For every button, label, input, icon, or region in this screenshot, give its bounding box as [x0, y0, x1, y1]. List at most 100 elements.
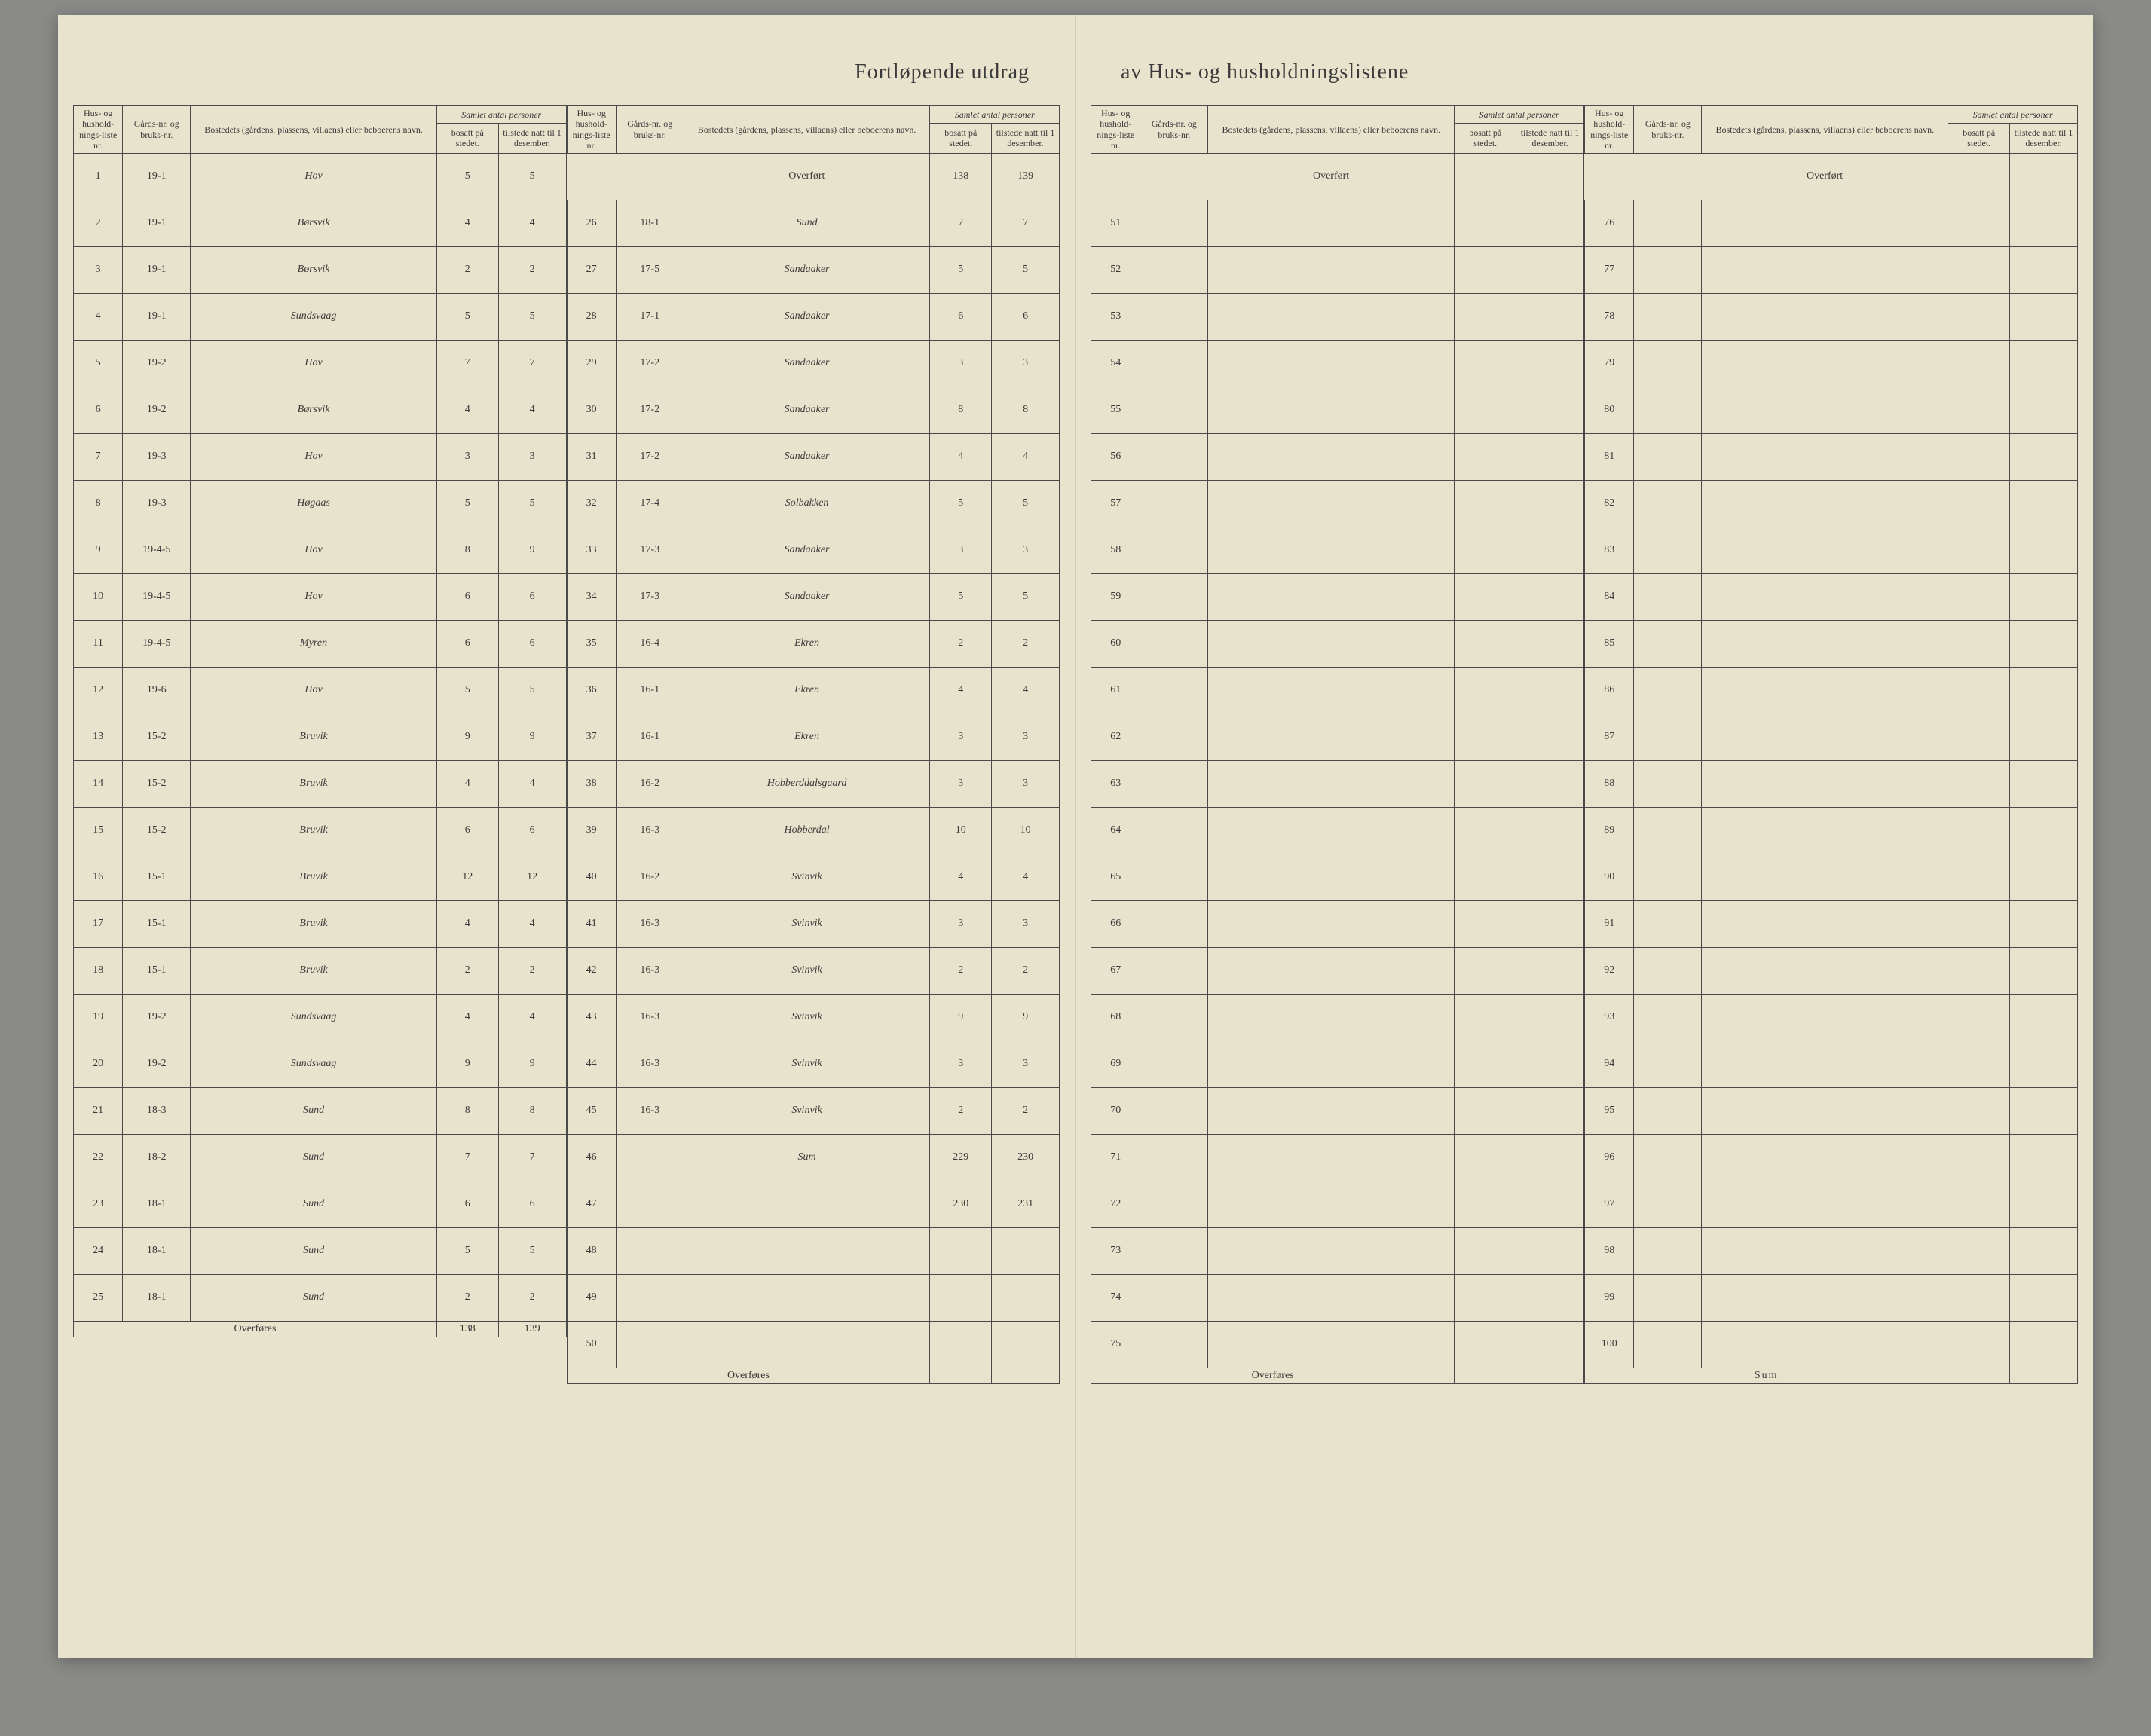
tilstede-count: 7 — [498, 1134, 566, 1181]
table-row: 87 — [1585, 714, 2078, 760]
tilstede-count — [1516, 387, 1584, 433]
bosatt-count: 6 — [436, 1181, 498, 1227]
row-number: 35 — [567, 620, 616, 667]
table-row: 3816-2Hobberddalsgaard33 — [567, 760, 1060, 807]
tilstede-count: 4 — [498, 760, 566, 807]
bosted-name — [1702, 433, 1948, 480]
bosatt-count — [1455, 900, 1516, 947]
bosted-name — [1208, 760, 1455, 807]
row-number: 49 — [567, 1274, 616, 1321]
table-row: 4516-3Svinvik22 — [567, 1087, 1060, 1134]
gard-bruk-nr — [1634, 480, 1702, 527]
bosatt-count: 9 — [930, 994, 992, 1041]
row-number: 39 — [567, 807, 616, 854]
bosatt-count — [1455, 527, 1516, 573]
table-row: 819-3Høgaas55 — [74, 480, 567, 527]
table-row: 3217-4Solbakken55 — [567, 480, 1060, 527]
tilstede-count: 4 — [992, 667, 1060, 714]
gard-bruk-nr: 17-2 — [616, 433, 684, 480]
table-row: 1515-2Bruvik66 — [74, 807, 567, 854]
gard-bruk-nr — [1634, 947, 1702, 994]
bosted-name — [684, 1227, 930, 1274]
gard-bruk-nr — [1634, 714, 1702, 760]
table-row: 95 — [1585, 1087, 2078, 1134]
tilstede-count — [2010, 1227, 2078, 1274]
gard-bruk-nr: 15-1 — [123, 900, 191, 947]
table-row: 2118-3Sund88 — [74, 1087, 567, 1134]
gard-bruk-nr — [1140, 854, 1208, 900]
tilstede-count — [2010, 293, 2078, 340]
gard-bruk-nr: 16-3 — [616, 1087, 684, 1134]
table-row: 51 — [1091, 200, 1584, 246]
bosatt-count: 7 — [930, 200, 992, 246]
tilstede-count — [1516, 480, 1584, 527]
tilstede-count — [2010, 1321, 2078, 1368]
row-number: 38 — [567, 760, 616, 807]
bosatt-count: 5 — [436, 480, 498, 527]
table-row: 58 — [1091, 527, 1584, 573]
row-number: 89 — [1585, 807, 1634, 854]
gard-bruk-nr: 17-5 — [616, 246, 684, 293]
tilstede-count — [1516, 947, 1584, 994]
row-number: 9 — [74, 527, 123, 573]
table-header: Hus- og hushold-nings-liste nr. Gårds-nr… — [1585, 106, 2078, 154]
row-number: 73 — [1091, 1227, 1140, 1274]
hdr-antall: Samlet antal personer — [930, 106, 1060, 124]
table-row: 62 — [1091, 714, 1584, 760]
gard-bruk-nr — [1140, 1087, 1208, 1134]
row-number: 88 — [1585, 760, 1634, 807]
bosted-name — [1208, 620, 1455, 667]
tilstede-count — [1516, 1321, 1584, 1368]
gard-bruk-nr — [1634, 760, 1702, 807]
row-number: 52 — [1091, 246, 1140, 293]
bosatt-count: 4 — [436, 760, 498, 807]
row-number: 12 — [74, 667, 123, 714]
bosatt-count — [1455, 1087, 1516, 1134]
row-number: 5 — [74, 340, 123, 387]
bosatt-count: 5 — [930, 573, 992, 620]
row-number: 36 — [567, 667, 616, 714]
tilstede-count: 3 — [992, 900, 1060, 947]
bosted-name: Bruvik — [191, 947, 437, 994]
bosatt-count — [1455, 760, 1516, 807]
table-row: 85 — [1585, 620, 2078, 667]
tilstede-count: 6 — [992, 293, 1060, 340]
tilstede-count: 5 — [498, 480, 566, 527]
tilstede-count — [1516, 200, 1584, 246]
row-number: 8 — [74, 480, 123, 527]
bosted-name — [1702, 994, 1948, 1041]
tilstede-count: 8 — [498, 1087, 566, 1134]
bosatt-count — [1948, 667, 2010, 714]
table-row: 75 — [1091, 1321, 1584, 1368]
table-row: 419-1Sundsvaag55 — [74, 293, 567, 340]
table-row: 2218-2Sund77 — [74, 1134, 567, 1181]
bosted-name: Bruvik — [191, 900, 437, 947]
bosatt-count: 7 — [436, 340, 498, 387]
bosatt-count: 8 — [436, 1087, 498, 1134]
bosatt-count: 4 — [436, 387, 498, 433]
overfort-label: Overført — [1208, 153, 1455, 200]
bosatt-count: 9 — [436, 1041, 498, 1087]
bosatt-count: 4 — [436, 900, 498, 947]
gard-bruk-nr — [616, 1181, 684, 1227]
bosatt-count — [1948, 1274, 2010, 1321]
row-number: 98 — [1585, 1227, 1634, 1274]
row-number: 16 — [74, 854, 123, 900]
tilstede-count — [2010, 387, 2078, 433]
table-row: 96 — [1585, 1134, 2078, 1181]
bosted-name: Hov — [191, 340, 437, 387]
table-row: 4116-3Svinvik33 — [567, 900, 1060, 947]
table-row: 2318-1Sund66 — [74, 1181, 567, 1227]
bosted-name: Svinvik — [684, 994, 930, 1041]
bosted-name: Myren — [191, 620, 437, 667]
tilstede-count — [992, 1321, 1060, 1368]
gard-bruk-nr: 15-1 — [123, 947, 191, 994]
table-row: 89 — [1585, 807, 2078, 854]
tilstede-count: 4 — [498, 387, 566, 433]
row-number: 92 — [1585, 947, 1634, 994]
bosted-name: Svinvik — [684, 947, 930, 994]
bosatt-count: 10 — [930, 807, 992, 854]
tilstede-count — [1516, 573, 1584, 620]
bosted-name: Sum — [684, 1134, 930, 1181]
bosatt-count: 5 — [436, 153, 498, 200]
